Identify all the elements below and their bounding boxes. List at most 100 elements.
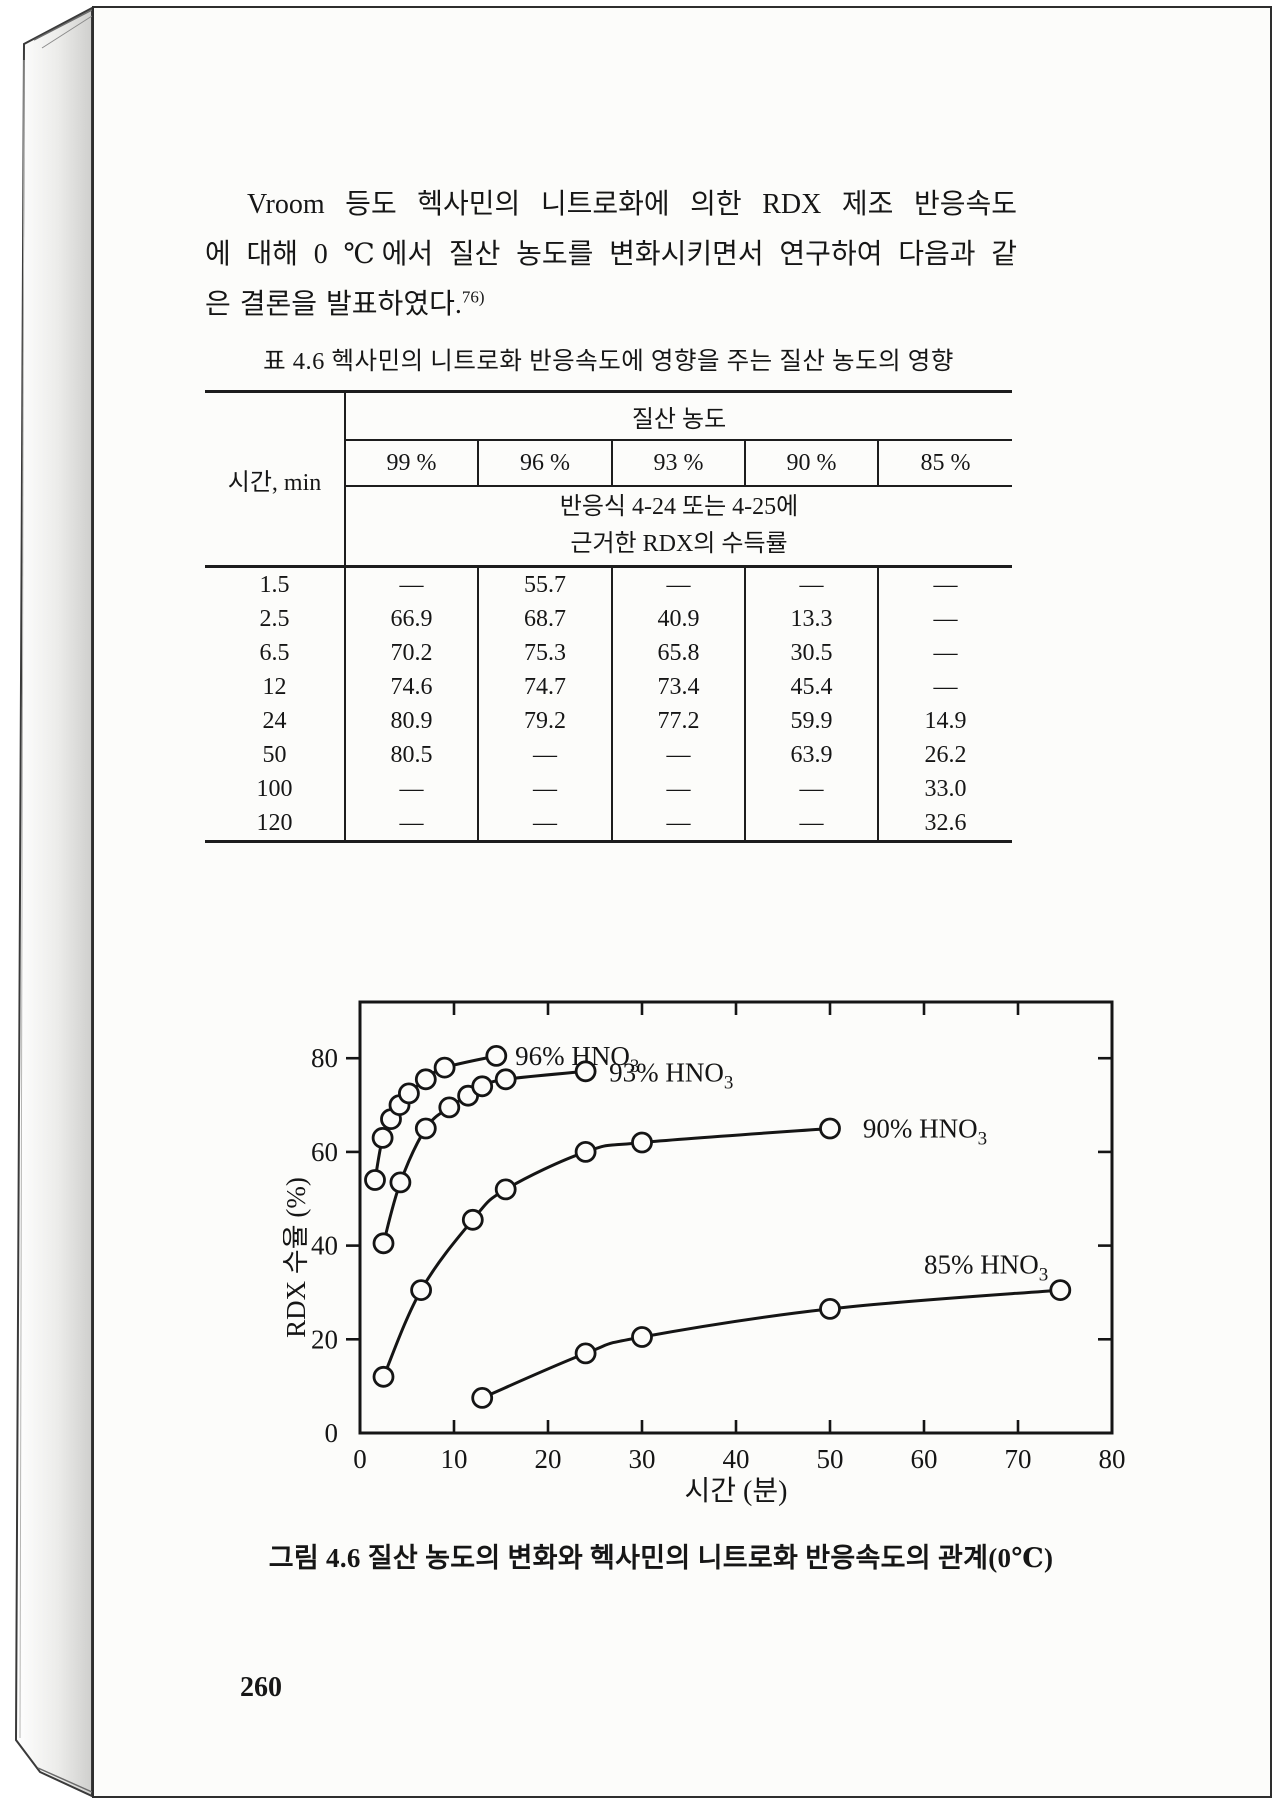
value-cell: 63.9	[744, 738, 878, 772]
series-label-subscript: 3	[978, 1128, 988, 1149]
paragraph-line-3: 은 결론을 발표하였다.76)	[205, 280, 1017, 330]
table-concentration-header-row: 99 % 96 % 93 % 90 % 85 %	[205, 440, 1013, 487]
data-point-marker	[574, 1140, 597, 1163]
value-cell: 55.7	[477, 566, 612, 602]
data-point-marker	[631, 1131, 653, 1154]
table-row: 2.5 66.9 68.7 40.9 13.3—	[205, 602, 1013, 636]
value-cell: 65.8	[611, 636, 745, 670]
note-line-2: 근거한 RDX의 수득률	[570, 531, 788, 557]
y-tick-label: 20	[311, 1324, 338, 1354]
value-cell: —	[477, 772, 612, 806]
data-point-marker	[372, 1365, 395, 1388]
value-cell: 26.2	[876, 738, 1013, 772]
value-cell: —	[611, 806, 745, 842]
yield-chart: 0 10 20 30 40 50 60 70 80 0 20 40 60 80 시간 (분) RDX 수율 (…	[283, 1000, 1126, 1507]
x-tick-label: 30	[629, 1444, 656, 1474]
value-cell: 14.9	[876, 704, 1013, 738]
data-point-marker	[1049, 1279, 1072, 1302]
data-point-marker	[410, 1279, 433, 1302]
data-point-marker	[438, 1096, 461, 1119]
data-point-marker	[461, 1208, 484, 1231]
table-row: 1.5—55.7— — —	[205, 566, 1013, 602]
data-point-marker	[372, 1232, 395, 1255]
data-point-marker	[398, 1082, 420, 1105]
series-line-903	[382, 1127, 831, 1378]
table-body: 1.5—55.7— — —2.5 66.9 68.7 40.9 13.3—6.5 70.2 75…	[205, 566, 1013, 842]
data-point-marker	[433, 1056, 456, 1079]
concentration-header-cell: 90 %	[744, 440, 878, 487]
data-point-marker	[574, 1060, 597, 1083]
table-row: 100— — — —33.0	[205, 772, 1013, 806]
value-cell: 68.7	[477, 602, 612, 636]
value-cell: 77.2	[611, 704, 745, 738]
data-point-marker	[494, 1068, 517, 1091]
x-axis-label: 시간 (분)	[685, 1476, 788, 1507]
value-cell: 33.0	[876, 772, 1013, 806]
data-point-marker	[819, 1297, 841, 1320]
value-cell: 74.6	[390, 673, 433, 700]
value-cell: —	[611, 772, 745, 806]
data-point-marker	[485, 1045, 508, 1067]
x-tick-label: 70	[1005, 1444, 1032, 1474]
table-note-row: 반응식 4-24 또는 4-25에 근거한 RDX의 수득률	[205, 486, 1013, 568]
time-cell: 1.5	[205, 566, 346, 602]
paragraph-line-2: 에 대해 0 ℃에서 질산 농도를 변화시키면서 연구하여 다음과 같	[205, 239, 1017, 270]
table-group-header-row: 시간, min 질산 농도	[205, 391, 1013, 568]
value-cell: 32.6	[876, 806, 1013, 842]
paragraph-line-1: Vroom 등도 헥사민의 니트로화에 의한 RDX 제조 반응속도	[247, 189, 1017, 220]
value-cell: —	[744, 772, 878, 806]
value-cell: —	[876, 636, 1013, 670]
value-cell: —	[399, 809, 424, 836]
value-cell: 45.4	[744, 670, 878, 704]
value-cell: 74.7	[477, 670, 612, 704]
data-point-marker	[819, 1117, 841, 1140]
series-label-subscript: 3	[1039, 1264, 1049, 1285]
table-row: 120— — — —32.6	[205, 806, 1013, 842]
page-number: 260	[240, 1672, 282, 1703]
series-label: 85% HNO3	[924, 1249, 1048, 1285]
value-cell: —	[876, 670, 1013, 704]
value-cell: 70.2	[390, 639, 433, 666]
data-point-marker	[414, 1117, 437, 1140]
data-point-marker	[414, 1068, 437, 1091]
paper-page	[92, 6, 1272, 1798]
table-row: 24 80.9 79.2 77.2 59.9 14.9	[205, 704, 1013, 738]
data-point-marker	[371, 1126, 394, 1149]
table-title: 표 4.6 헥사민의 니트로화 반응속도에 영향을 주는 질산 농도의 영향	[263, 348, 954, 375]
x-tick-label: 80	[1099, 1444, 1126, 1474]
data-point-marker	[471, 1075, 494, 1098]
time-cell: 50	[205, 738, 346, 772]
value-cell: 73.4	[611, 670, 745, 704]
value-cell: —	[744, 806, 878, 842]
table-row: 12 74.6 74.7 73.4 45.4—	[205, 670, 1013, 704]
x-tick-label: 20	[535, 1444, 562, 1474]
time-cell: 24	[205, 704, 346, 738]
data-point-marker	[631, 1326, 653, 1348]
data-point-marker	[471, 1386, 494, 1409]
value-cell: 75.3	[477, 636, 612, 670]
value-cell: —	[399, 571, 424, 598]
table-row: 50 80.5— —63.9 26.2	[205, 738, 1013, 772]
value-cell: —	[477, 738, 612, 772]
time-cell: 2.5	[205, 602, 346, 636]
value-cell: 80.5	[390, 741, 433, 768]
value-cell: 66.9	[390, 605, 433, 632]
data-table: 시간, min 질산 농도 99 % 96 % 93 % 90 % 85 % 반응식 4…	[205, 390, 1013, 843]
value-cell: —	[876, 602, 1013, 636]
series-label: 93% HNO3	[609, 1057, 733, 1093]
y-tick-label: 40	[311, 1231, 338, 1261]
value-cell: 79.2	[477, 704, 612, 738]
note-cell: 반응식 4-24 또는 4-25에 근거한 RDX의 수득률	[345, 486, 1013, 568]
value-cell: 13.3	[744, 602, 878, 636]
series-line-853	[481, 1288, 1061, 1400]
value-cell: —	[477, 806, 612, 842]
value-cell: —	[611, 566, 745, 602]
table-row: 6.5 70.2 75.3 65.8 30.5—	[205, 636, 1013, 670]
series-label: 90% HNO3	[863, 1113, 987, 1149]
note-line-1: 반응식 4-24 또는 4-25에	[559, 494, 799, 520]
group-header-cell: 질산 농도	[345, 391, 1013, 441]
y-tick-label: 80	[311, 1043, 338, 1073]
y-tick-label: 0	[325, 1418, 339, 1448]
value-cell: —	[876, 566, 1013, 602]
x-tick-label: 50	[817, 1444, 844, 1474]
